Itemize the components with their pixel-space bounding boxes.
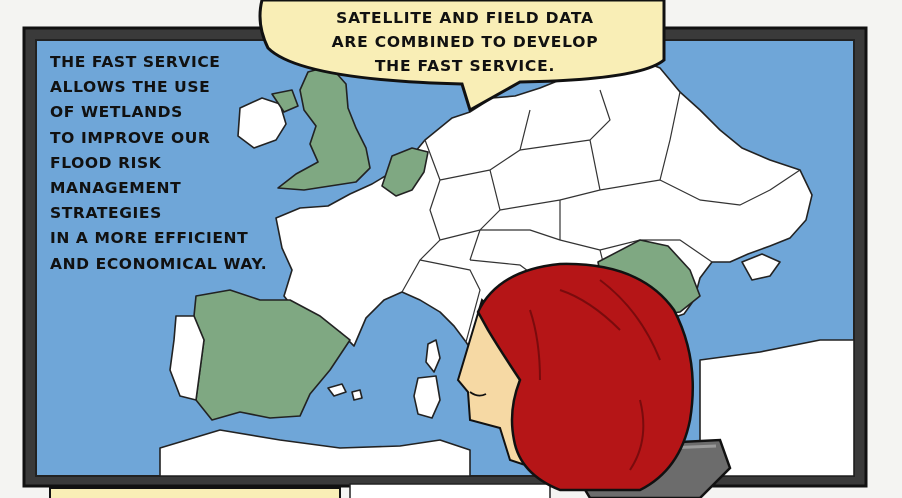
- bubble-line: are combined to develop: [331, 33, 599, 51]
- caption-line: strategies: [50, 204, 162, 223]
- caption-line: to improve our: [50, 128, 211, 147]
- bubble-line: Satellite and field data: [336, 9, 594, 27]
- caption-text: The FAST service allows the use of wetla…: [50, 50, 290, 277]
- speech-bubble: [258, 0, 666, 113]
- north-africa: [159, 429, 471, 477]
- caption-line: The FAST service: [50, 53, 221, 71]
- bubble-line: the FAST service.: [374, 57, 556, 75]
- yellow-strip: [49, 487, 341, 498]
- balearics-2: [351, 389, 363, 401]
- caption-line: flood risk: [50, 153, 162, 172]
- portugal: [169, 315, 205, 401]
- ireland: [237, 97, 287, 149]
- caption-line: of wetlands: [50, 103, 183, 122]
- caption-line: allows the use: [50, 78, 211, 97]
- caption-line: management: [50, 179, 182, 198]
- caption-line: in a more efficient: [50, 229, 249, 248]
- keyboard: [349, 483, 551, 498]
- balearics: [327, 383, 347, 397]
- corsica: [425, 339, 441, 373]
- crimea: [741, 253, 781, 281]
- united-kingdom: [277, 65, 371, 191]
- netherlands: [381, 147, 429, 197]
- speech-bubble-text: Satellite and field data are combined to…: [300, 6, 630, 78]
- northern-ireland: [271, 89, 299, 113]
- caption-line: and economical way.: [50, 254, 268, 273]
- woman-character-icon: [456, 262, 695, 492]
- sardinia: [413, 375, 441, 419]
